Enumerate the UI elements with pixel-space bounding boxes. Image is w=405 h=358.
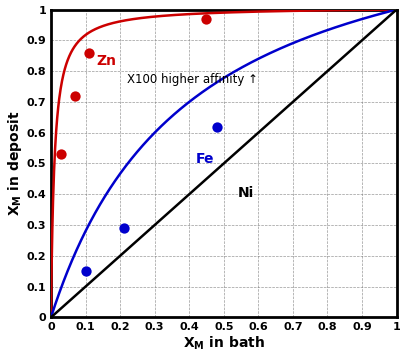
Text: Fe: Fe	[196, 153, 214, 166]
Text: X100 higher affinity ↑: X100 higher affinity ↑	[127, 73, 257, 86]
Text: Zn: Zn	[96, 54, 115, 68]
Point	[213, 124, 220, 129]
Point	[120, 225, 126, 231]
Point	[72, 93, 78, 98]
Point	[203, 16, 209, 21]
Text: Ni: Ni	[237, 187, 253, 200]
Y-axis label: $\mathbf{X_M}$ in deposit: $\mathbf{X_M}$ in deposit	[6, 111, 23, 216]
Point	[82, 268, 89, 274]
X-axis label: $\mathbf{X_M}$ in bath: $\mathbf{X_M}$ in bath	[182, 335, 264, 352]
Point	[85, 50, 92, 55]
Point	[58, 151, 64, 157]
